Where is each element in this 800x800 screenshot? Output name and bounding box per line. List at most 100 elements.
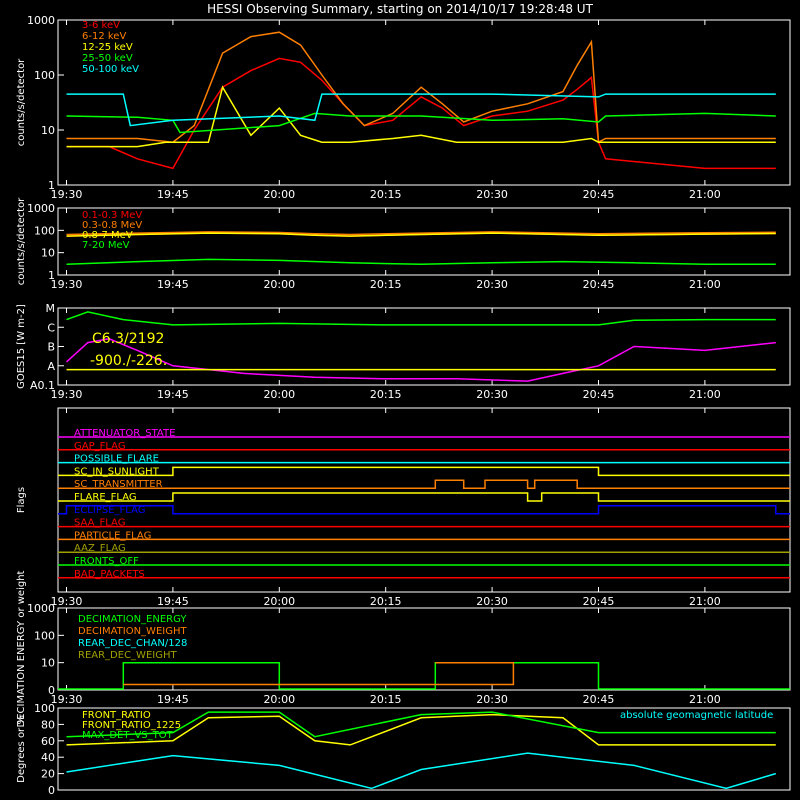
y-tick-label: 1000 (27, 602, 55, 615)
x-tick-label: 19:30 (51, 278, 83, 291)
decimation-energy-trace (58, 661, 790, 690)
x-tick-label: 20:15 (370, 188, 402, 201)
x-tick-label: 20:45 (583, 188, 615, 201)
x-tick-label: 20:30 (476, 188, 508, 201)
legend-entry: 6-12 keV (82, 31, 126, 42)
x-tick-label: 19:30 (51, 388, 83, 401)
legend-entry: absolute geomagnetic latitude (620, 710, 773, 721)
legend-entry: 0.8-7 MeV (82, 230, 133, 241)
x-tick-label: 20:15 (370, 595, 402, 608)
x-tick-label: 21:00 (689, 595, 721, 608)
series-line-0.3-0.8-MeV (66, 231, 776, 236)
x-tick-label: 21:00 (689, 188, 721, 201)
y-axis-label: counts/s/detector (16, 197, 27, 285)
page-title: HESSI Observing Summary, starting on 201… (207, 2, 593, 16)
y-tick-label: A0.1 (30, 379, 55, 392)
flag-label: AAZ_FLAG (74, 543, 126, 554)
flag-label: BAD_PACKETS (74, 569, 145, 580)
y-tick-label: 60 (41, 735, 55, 748)
x-tick-label: 19:30 (51, 693, 83, 706)
series-line-12-25-keV (66, 85, 776, 148)
flag-label: SAA_FLAG (74, 518, 125, 529)
flag-line-eclipse-flag (58, 505, 790, 515)
flag-line-sc-in-sunlight (58, 466, 790, 477)
series-line-max_det_vs_tot (66, 711, 776, 738)
x-tick-label: 19:30 (51, 188, 83, 201)
flag-label: SC_IN_SUNLIGHT (74, 466, 160, 477)
goes-annotation: C6.3/2192 (92, 331, 164, 347)
y-tick-label: 80 (41, 718, 55, 731)
series-line-absolute-geomagnetic-latitude (66, 752, 777, 790)
y-axis-label: Degrees or % (16, 715, 27, 783)
y-tick-label: A (47, 360, 55, 373)
x-tick-label: 19:45 (157, 188, 189, 201)
x-tick-label: 20:30 (476, 693, 508, 706)
x-tick-label: 19:45 (157, 693, 189, 706)
y-tick-label: 10 (41, 124, 55, 137)
flag-label: ECLIPSE_FLAG (74, 505, 145, 516)
x-tick-label: 20:15 (370, 388, 402, 401)
y-tick-label: C (47, 321, 55, 334)
legend-entry: FRONT_RATIO_1225 (82, 720, 181, 731)
panel-frame (57, 407, 791, 593)
flag-label: PARTICLE_FLAG (74, 530, 151, 541)
y-tick-label: B (47, 341, 55, 354)
legend-entry: 3-6 keV (82, 20, 120, 31)
x-tick-label: 21:00 (689, 278, 721, 291)
panel-frame (57, 707, 791, 791)
goes-series-0 (66, 311, 776, 326)
flag-label: POSSIBLE_FLARE (74, 454, 159, 465)
x-tick-label: 20:45 (583, 693, 615, 706)
panel-frame (57, 607, 791, 691)
x-tick-label: 20:45 (583, 388, 615, 401)
x-tick-label: 20:30 (476, 388, 508, 401)
legend-entry: MAX_DET_VS_TOT (82, 730, 174, 741)
flag-label: ATTENUATOR_STATE (74, 428, 175, 439)
x-tick-label: 20:00 (263, 595, 295, 608)
x-tick-label: 20:30 (476, 595, 508, 608)
y-tick-label: 1 (48, 269, 55, 282)
y-tick-label: 1000 (27, 202, 55, 215)
y-axis-label: GOES15 [W m-2] (16, 304, 27, 389)
x-tick-label: 20:00 (263, 693, 295, 706)
flag-line-flare-flag (58, 492, 790, 502)
flag-line-sc-transmitter (58, 479, 790, 489)
y-tick-label: 1 (48, 179, 55, 192)
x-tick-label: 19:30 (51, 595, 83, 608)
series-line-3-6-keV (66, 57, 776, 170)
panel-frame (57, 207, 791, 276)
y-axis-label: Flags (16, 487, 27, 513)
y-tick-label: 100 (34, 224, 55, 237)
legend-entry: DECIMATION_WEIGHT (78, 626, 187, 637)
legend-entry: 50-100 keV (82, 64, 139, 75)
flag-label: SC_TRANSMITTER (74, 479, 163, 490)
flag-label: FRONTS_OFF (74, 556, 139, 567)
x-tick-label: 20:00 (263, 388, 295, 401)
decimation-weight-trace (123, 661, 515, 686)
y-axis-label: counts/s/detector (16, 58, 27, 146)
legend-entry: 25-50 keV (82, 53, 133, 64)
x-tick-label: 21:00 (689, 388, 721, 401)
y-tick-label: 1000 (27, 14, 55, 27)
x-tick-label: 20:00 (263, 188, 295, 201)
y-tick-label: 100 (34, 702, 55, 715)
y-tick-label: 0 (48, 684, 55, 697)
series-line-7-20-MeV (66, 258, 776, 266)
y-tick-label: 0 (48, 784, 55, 797)
y-tick-label: 100 (34, 69, 55, 82)
series-line-50-100-keV (66, 93, 776, 127)
goes-series-1 (65, 338, 776, 382)
series-line-0.8-7-MeV (66, 232, 776, 237)
legend-entry: 0.1-0.3 MeV (82, 210, 142, 221)
x-tick-label: 19:45 (157, 595, 189, 608)
x-tick-label: 20:15 (370, 693, 402, 706)
flag-label: FLARE_FLAG (74, 492, 137, 503)
x-tick-label: 20:45 (583, 278, 615, 291)
flag-label: GAP_FLAG (74, 441, 126, 452)
x-tick-label: 20:30 (476, 278, 508, 291)
y-tick-label: 100 (34, 629, 55, 642)
legend-entry: 7-20 MeV (82, 240, 130, 251)
series-line-6-12-keV (66, 31, 776, 144)
x-tick-label: 19:45 (157, 388, 189, 401)
